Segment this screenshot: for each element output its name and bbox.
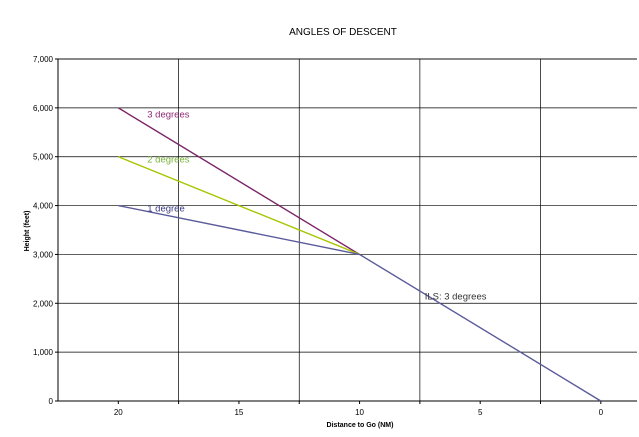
series-label: ILS: 3 degrees: [425, 291, 487, 302]
tick-labels: 0 1,000 2,000 3,000 4,000 5,000 6,000 7,000 20 15…: [33, 55, 604, 417]
y-axis-title: Height (feet): [24, 211, 31, 252]
x-tick-label: 10: [355, 408, 364, 417]
series-line: [359, 253, 602, 402]
y-tick-label: 3,000: [33, 250, 54, 259]
series-line: [118, 204, 360, 256]
x-tick-label: 20: [114, 408, 123, 417]
series-labels: 3 degrees 2 degrees 1 degree ILS: 3 degrees: [147, 110, 486, 303]
y-tick-label: 6,000: [33, 104, 54, 113]
x-tick-label: 5: [478, 408, 483, 417]
series-line: [118, 156, 360, 256]
y-tick-label: 4,000: [33, 202, 54, 211]
series-label: 2 degrees: [147, 155, 190, 166]
series-label: 3 degrees: [147, 110, 190, 121]
y-tick-label: 0: [49, 397, 54, 406]
y-tick-label: 1,000: [33, 348, 54, 357]
y-tick-label: 2,000: [33, 299, 54, 308]
grid: [58, 58, 637, 401]
series-label: 1 degree: [147, 203, 185, 214]
chart-title: ANGLES OF DESCENT: [289, 27, 397, 38]
y-tick-label: 7,000: [33, 55, 54, 64]
series-lines: [117, 107, 602, 402]
axes: [55, 58, 637, 404]
x-tick-label: 0: [599, 408, 604, 417]
y-tick-label: 5,000: [33, 153, 54, 162]
series-line: [117, 107, 360, 256]
x-tick-label: 15: [234, 408, 243, 417]
x-axis-title: Distance to Go (NM): [327, 422, 394, 429]
